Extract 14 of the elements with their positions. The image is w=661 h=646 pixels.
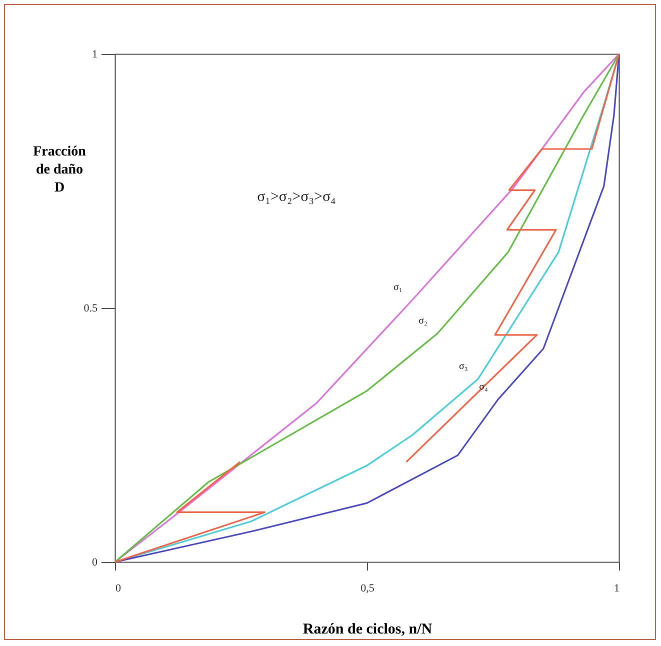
annotation: σ₂ — [418, 315, 428, 326]
annotation: σ₁>σ₂>σ₃>σ₄ — [257, 189, 336, 206]
x-axis-title: Razón de ciclos, n/N — [302, 622, 432, 638]
annotation: σ₃ — [458, 361, 468, 372]
x-tick-label: 0,5 — [360, 582, 375, 594]
y-tick-label: 0.5 — [84, 302, 98, 314]
y-tick-label: 0 — [92, 556, 98, 568]
line-series — [114, 53, 620, 563]
y-tick-label: 1 — [92, 48, 98, 60]
line-series — [406, 53, 620, 463]
x-tick-label: 0 — [116, 582, 122, 594]
x-tick-label: 1 — [614, 582, 620, 594]
annotation: σ₁ — [393, 282, 402, 293]
y-axis-title: Fracción de daño D — [33, 144, 86, 196]
